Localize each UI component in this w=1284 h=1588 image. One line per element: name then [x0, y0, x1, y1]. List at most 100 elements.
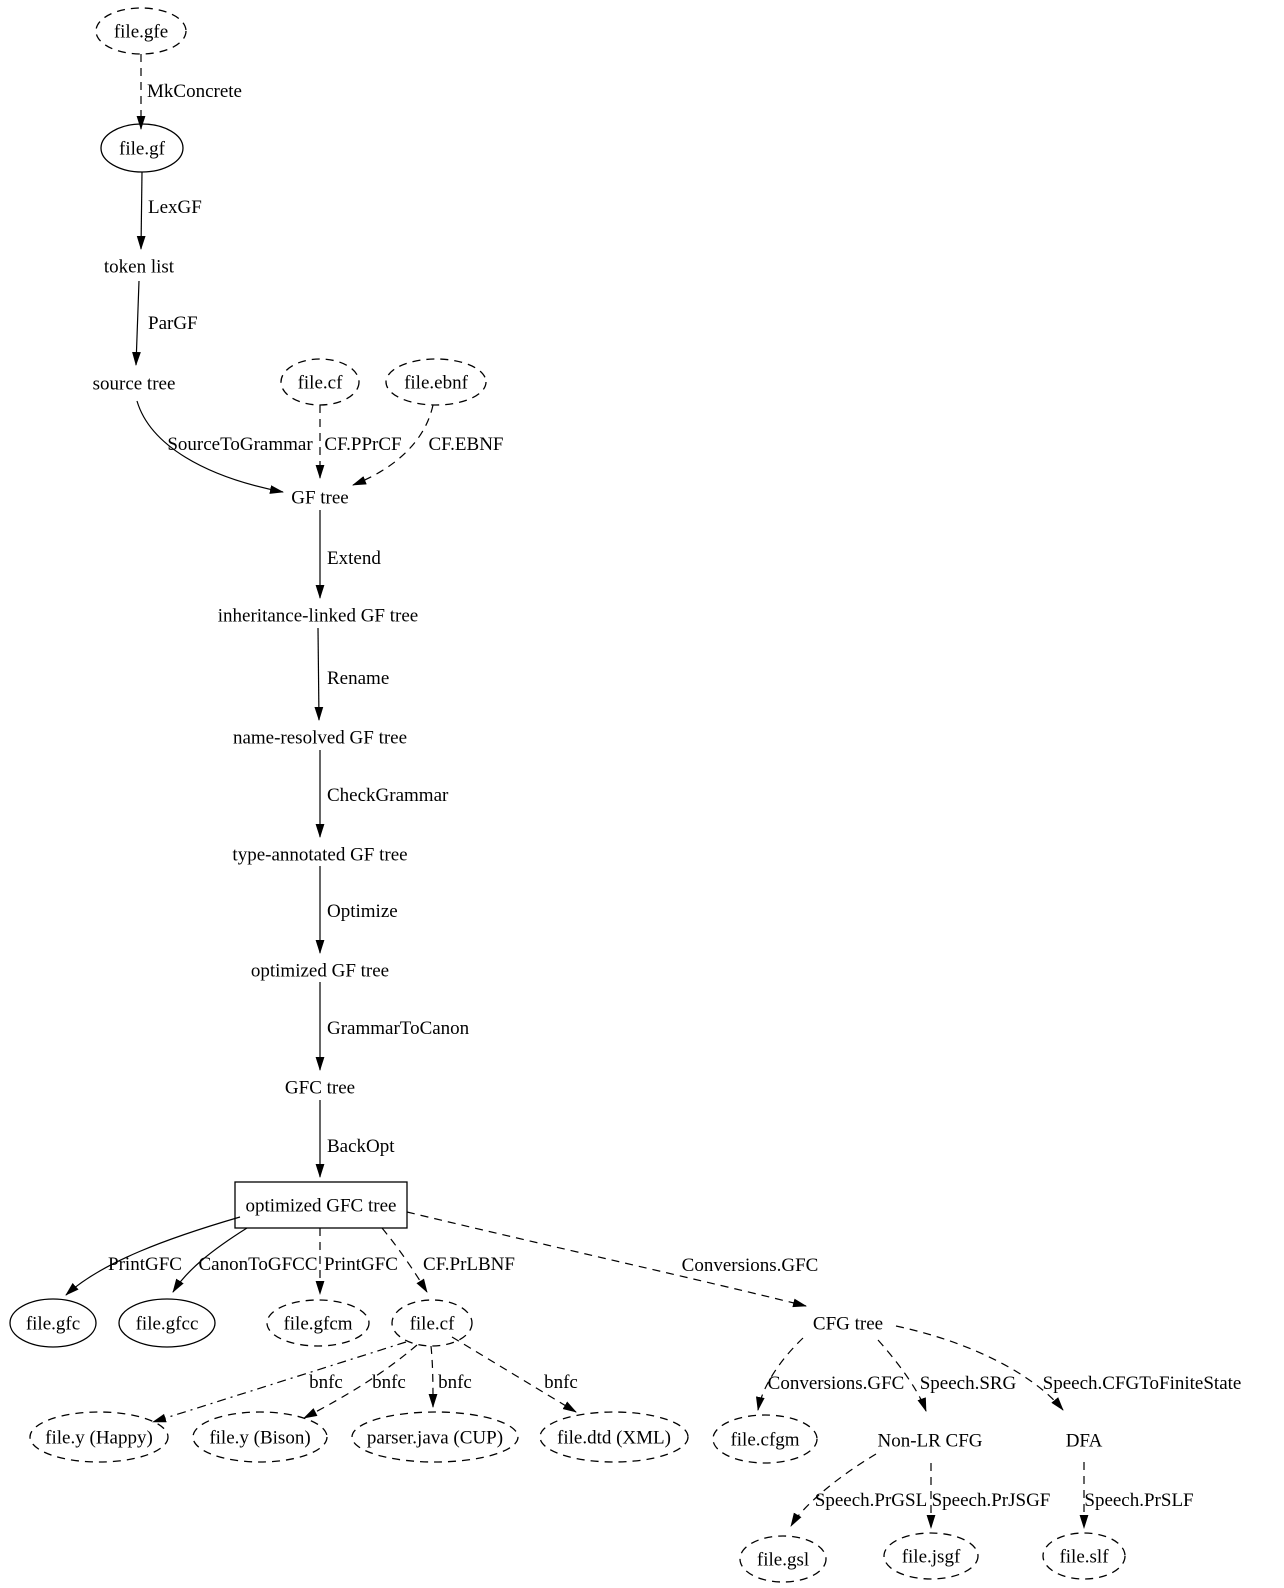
node-type-annotated: type-annotated GF tree [232, 845, 407, 866]
node-inheritance-tree: inheritance-linked GF tree [218, 606, 418, 627]
node-file-dtd-xml: file.dtd (XML) [539, 1411, 689, 1463]
edge-label-rename: Rename [327, 668, 389, 689]
node-label-file-gfc: file.gfc [26, 1314, 80, 1335]
node-label-non-lr-cfg: Non-LR CFG [877, 1431, 982, 1452]
node-label-file-slf: file.slf [1059, 1547, 1109, 1568]
edge-printgfc-2: PrintGFC [315, 1228, 398, 1295]
node-name-resolved: name-resolved GF tree [233, 728, 407, 749]
edge-cf-prlbnf: CF.PrLBNF [381, 1227, 515, 1293]
node-file-gf: file.gf [100, 123, 184, 173]
edge-checkgrammar: CheckGrammar [315, 750, 449, 838]
edge-label-cf-prlbnf: CF.PrLBNF [423, 1254, 515, 1275]
node-shape-file-jsgf [883, 1532, 979, 1580]
node-shape-file-y-bison [192, 1411, 328, 1463]
node-shape-file-y-happy [29, 1411, 169, 1463]
node-file-jsgf: file.jsgf [883, 1532, 979, 1580]
node-label-gfc-tree: GFC tree [285, 1078, 355, 1099]
node-dfa: DFA [1066, 1431, 1103, 1452]
node-shape-file-cf-bottom [391, 1299, 473, 1347]
edge-conversions-gfc-1: Conversions.GFC [406, 1211, 818, 1308]
edge-line-lexgf [136, 171, 146, 250]
node-label-inheritance-tree: inheritance-linked GF tree [218, 606, 418, 627]
node-label-name-resolved: name-resolved GF tree [233, 728, 407, 749]
node-label-parser-java-cup: parser.java (CUP) [367, 1428, 503, 1449]
edge-canontogfcc: CanonToGFCC [172, 1227, 318, 1293]
node-label-file-dtd-xml: file.dtd (XML) [557, 1428, 671, 1449]
node-label-optimized-gfc: optimized GFC tree [246, 1196, 397, 1217]
edge-bnfc-bison: bnfc [303, 1344, 418, 1419]
edge-rename: Rename [314, 627, 389, 721]
edge-label-printgfc-2: PrintGFC [324, 1254, 398, 1275]
edge-line-speech-cfgtofinitestate [895, 1325, 1064, 1411]
edge-label-canontogfcc: CanonToGFCC [198, 1254, 317, 1275]
node-shape-file-slf [1042, 1532, 1126, 1580]
node-label-optimized-gf: optimized GF tree [251, 961, 389, 982]
node-file-slf: file.slf [1042, 1532, 1126, 1580]
node-shape-file-dtd-xml [539, 1411, 689, 1463]
edge-backopt: BackOpt [315, 1100, 395, 1178]
edge-label-cf-ebnf: CF.EBNF [428, 434, 503, 455]
edge-label-cf-pprcf: CF.PPrCF [324, 434, 401, 455]
node-label-file-y-bison: file.y (Bison) [209, 1428, 310, 1449]
node-cfg-tree: CFG tree [813, 1314, 883, 1335]
node-label-file-cfgm: file.cfgm [730, 1430, 799, 1451]
edge-line-conversions-gfc-1 [406, 1211, 807, 1308]
edge-pargf: ParGF [132, 280, 198, 366]
node-label-cfg-tree: CFG tree [813, 1314, 883, 1335]
edge-line-bnfc-happy [152, 1341, 407, 1423]
edge-label-sourcetogrammar: SourceToGrammar [167, 434, 313, 455]
edge-line-rename [314, 627, 324, 721]
edge-label-bnfc-happy: bnfc [309, 1372, 343, 1393]
node-shape-file-gsl [739, 1535, 827, 1583]
edge-line-conversions-gfc-2 [756, 1337, 804, 1411]
edge-label-mkconcrete: MkConcrete [147, 81, 242, 102]
edge-line-canontogfcc [172, 1227, 248, 1293]
node-optimized-gfc: optimized GFC tree [234, 1181, 408, 1229]
edge-grammartocanon: GrammarToCanon [315, 982, 470, 1071]
edge-line-sourcetogrammar [136, 400, 284, 494]
node-label-gf-tree: GF tree [291, 488, 349, 509]
node-shape-file-gfc [9, 1298, 97, 1348]
edge-label-speech-cfgtofinitestate: Speech.CFGToFiniteState [1043, 1373, 1242, 1394]
edge-extend: Extend [315, 510, 381, 599]
edge-speech-prslf: Speech.PrSLF [1079, 1462, 1194, 1529]
edge-label-bnfc-cup: bnfc [438, 1372, 472, 1393]
node-label-type-annotated: type-annotated GF tree [232, 845, 407, 866]
node-file-cf-bottom: file.cf [391, 1299, 473, 1347]
node-source-tree: source tree [93, 374, 176, 395]
node-shape-parser-java-cup [351, 1411, 519, 1463]
node-shape-file-gfe [95, 7, 187, 55]
edge-conversions-gfc-2: Conversions.GFC [756, 1337, 904, 1411]
edge-label-bnfc-xml: bnfc [544, 1372, 578, 1393]
edge-speech-prgsl: Speech.PrGSL [790, 1453, 927, 1527]
node-shape-optimized-gfc [234, 1181, 408, 1229]
node-optimized-gf: optimized GF tree [251, 961, 389, 982]
edge-label-optimize: Optimize [327, 901, 398, 922]
node-label-dfa: DFA [1066, 1431, 1103, 1452]
node-label-file-ebnf: file.ebnf [404, 373, 469, 394]
node-label-file-gf: file.gf [119, 139, 166, 160]
edge-line-cf-prlbnf [381, 1227, 428, 1293]
node-shape-file-cf-top [280, 358, 360, 406]
node-gf-tree: GF tree [291, 488, 349, 509]
node-file-ebnf: file.ebnf [385, 358, 487, 406]
edge-label-pargf: ParGF [148, 313, 198, 334]
node-shape-file-gfcc [118, 1298, 216, 1348]
node-label-source-tree: source tree [93, 374, 176, 395]
node-gfc-tree: GFC tree [285, 1078, 355, 1099]
node-file-cfgm: file.cfgm [712, 1414, 818, 1464]
node-file-cf-top: file.cf [280, 358, 360, 406]
node-shape-file-gfcm [266, 1299, 370, 1347]
node-label-token-list: token list [104, 257, 175, 278]
edge-label-speech-prjsgf: Speech.PrJSGF [932, 1490, 1051, 1511]
node-label-file-cf-top: file.cf [298, 373, 344, 394]
edge-label-printgfc-1: PrintGFC [108, 1254, 182, 1275]
edge-mkconcrete: MkConcrete [136, 54, 242, 130]
node-shape-file-gf [100, 123, 184, 173]
edge-line-speech-prgsl [790, 1453, 877, 1527]
node-file-y-happy: file.y (Happy) [29, 1411, 169, 1463]
edge-line-cf-ebnf [352, 404, 434, 486]
edge-label-speech-prgsl: Speech.PrGSL [815, 1490, 927, 1511]
